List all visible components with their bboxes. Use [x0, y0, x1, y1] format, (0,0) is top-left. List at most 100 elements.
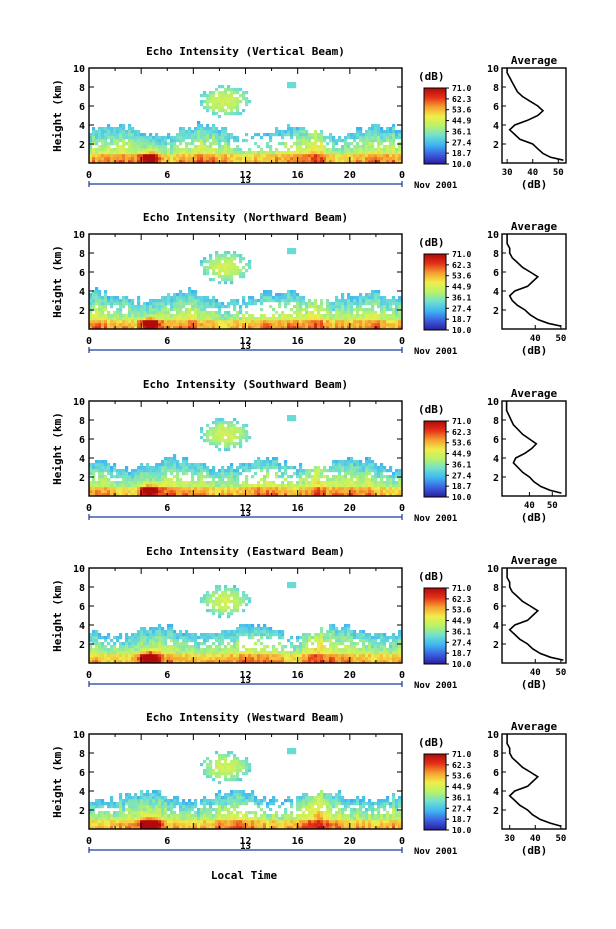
heatmap-cell: [245, 139, 249, 143]
heatmap-cell: [92, 814, 96, 818]
heatmap-cell: [356, 136, 360, 140]
heatmap-cell: [227, 145, 231, 149]
heatmap-cell: [221, 103, 225, 107]
heatmap-cell: [218, 603, 222, 607]
heatmap-cell: [212, 475, 216, 479]
profile-y-tick-label: 2: [493, 640, 499, 651]
heatmap-cell: [230, 636, 234, 640]
heatmap-cell: [320, 642, 324, 646]
heatmap-cell: [269, 627, 273, 631]
heatmap-cell: [236, 421, 240, 425]
heatmap-cell: [137, 133, 141, 137]
heatmap-cell: [239, 427, 243, 431]
heatmap-cell: [347, 660, 351, 664]
heatmap-cell: [161, 323, 165, 327]
heatmap-cell: [260, 651, 264, 655]
heatmap-cell: [290, 490, 294, 494]
heatmap-cell: [380, 633, 384, 637]
heatmap-cell: [383, 148, 387, 152]
panel-title: Echo Intensity (Eastward Beam): [146, 545, 345, 558]
heatmap-cell: [128, 308, 132, 312]
heatmap-cell: [230, 97, 234, 101]
heatmap-cell: [263, 657, 267, 661]
heatmap-cell: [323, 320, 327, 324]
heatmap-cell: [371, 460, 375, 464]
heatmap-cell: [152, 136, 156, 140]
heatmap-cell: [254, 302, 258, 306]
profile-y-tick-label: 2: [493, 473, 499, 484]
heatmap-cell: [275, 648, 279, 652]
heatmap-cell: [161, 481, 165, 485]
heatmap-cell: [302, 148, 306, 152]
heatmap-cell: [215, 585, 219, 589]
heatmap-cell: [134, 490, 138, 494]
heatmap-cell: [377, 127, 381, 131]
heatmap-cell: [311, 311, 315, 315]
heatmap-cell: [242, 469, 246, 473]
heatmap-cell: [107, 151, 111, 155]
heatmap-cell: [128, 472, 132, 476]
heatmap-cell: [218, 308, 222, 312]
heatmap-cell: [152, 305, 156, 309]
heatmap-cell: [272, 633, 276, 637]
heatmap-cell: [221, 91, 225, 95]
heatmap-cell: [194, 299, 198, 303]
profile-y-tick-label: 2: [493, 140, 499, 151]
heatmap-cell: [209, 493, 213, 497]
heatmap-cell: [122, 805, 126, 809]
heatmap-cell: [119, 642, 123, 646]
heatmap-cell: [182, 463, 186, 467]
heatmap-cell: [395, 472, 399, 476]
heatmap-cell: [152, 651, 156, 655]
heatmap-cell: [389, 654, 393, 658]
heatmap-cell: [248, 317, 252, 321]
profile-x-tick-label: 40: [530, 668, 541, 678]
heatmap-cell: [200, 636, 204, 640]
heatmap-cell: [125, 466, 129, 470]
heatmap-cell: [125, 136, 129, 140]
heatmap-cell: [284, 654, 288, 658]
heatmap-cell: [329, 154, 333, 158]
heatmap-cell: [296, 639, 300, 643]
heatmap-cell: [119, 160, 123, 164]
heatmap-cell: [398, 648, 402, 652]
heatmap-cell: [146, 466, 150, 470]
heatmap-cell: [263, 651, 267, 655]
y-tick-label: 10: [73, 564, 85, 575]
heatmap-cell: [344, 648, 348, 652]
heatmap-cell: [335, 299, 339, 303]
heatmap-cell: [203, 439, 207, 443]
heatmap-cell: [236, 157, 240, 161]
heatmap-cell: [176, 323, 180, 327]
heatmap-cell: [146, 478, 150, 482]
heatmap-cell: [290, 251, 294, 255]
heatmap-cell: [155, 648, 159, 652]
heatmap-cell: [101, 154, 105, 158]
heatmap-cell: [140, 317, 144, 321]
heatmap-cell: [104, 651, 108, 655]
heatmap-cell: [92, 487, 96, 491]
heatmap-cell: [332, 460, 336, 464]
heatmap-cell: [224, 493, 228, 497]
heatmap-cell: [359, 472, 363, 476]
heatmap-cell: [155, 308, 159, 312]
heatmap-cells: [89, 748, 402, 830]
heatmap-cell: [137, 487, 141, 491]
heatmap-cell: [218, 133, 222, 137]
heatmap-cell: [176, 320, 180, 324]
heatmap-cell: [371, 127, 375, 131]
heatmap-cell: [176, 463, 180, 467]
heatmap-cell: [299, 151, 303, 155]
heatmap-cell: [296, 127, 300, 131]
panel-title: Echo Intensity (Vertical Beam): [146, 45, 345, 58]
heatmap-cell: [197, 484, 201, 488]
heatmap-cell: [254, 660, 258, 664]
heatmap-cell: [89, 296, 93, 300]
heatmap-cell: [380, 490, 384, 494]
heatmap-cell: [152, 157, 156, 161]
heatmap-cell: [377, 160, 381, 164]
x-tick-label: 12: [239, 503, 251, 514]
heatmap-cell: [383, 317, 387, 321]
heatmap-cell: [389, 133, 393, 137]
heatmap-cell: [374, 654, 378, 658]
